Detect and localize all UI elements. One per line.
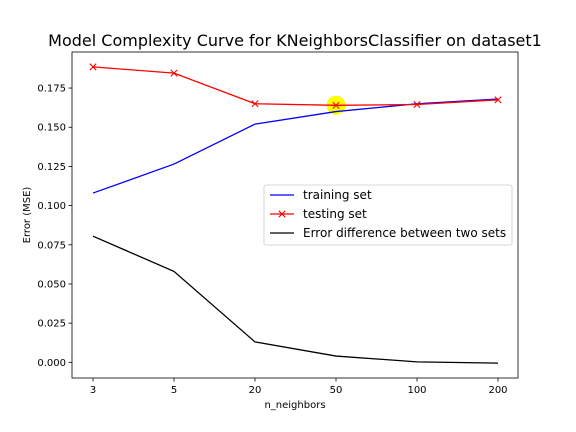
y-tick-label: 0.175 xyxy=(37,84,66,95)
x-axis-ticks: 3 5 20 50 100 200 xyxy=(90,378,508,396)
y-axis-label: Error (MSE) xyxy=(22,187,33,244)
plot-area xyxy=(71,51,519,379)
y-tick-label: 0.075 xyxy=(37,240,66,251)
x-tick-label: 20 xyxy=(249,385,262,396)
y-tick-label: 0.025 xyxy=(37,319,66,330)
y-tick-label: 0.100 xyxy=(37,201,66,212)
x-tick-label: 50 xyxy=(330,385,343,396)
legend-entry-1: training set xyxy=(270,188,372,202)
series-point-2 xyxy=(413,100,421,109)
x-axis-label: n_neighbors xyxy=(264,400,325,411)
x-tick-label: 3 xyxy=(90,385,96,396)
chart-title: Model Complexity Curve for KNeighborsCla… xyxy=(48,31,542,50)
series-point-2 xyxy=(332,101,340,109)
legend-entry-2: testing set xyxy=(270,207,367,221)
x-tick-label: 200 xyxy=(488,385,507,396)
series-line-3 xyxy=(92,235,499,364)
series-line-2 xyxy=(92,66,499,106)
legend-label: Error difference between two sets xyxy=(303,226,506,240)
series-point-2 xyxy=(170,69,178,77)
y-axis-ticks: 0.000 0.025 0.050 0.075 0.100 0.125 0.150 0.175 xyxy=(37,84,72,369)
legend-entry-3: Error difference between two sets xyxy=(270,226,506,240)
y-tick-label: 0.050 xyxy=(37,279,66,290)
legend-label: training set xyxy=(303,188,372,202)
x-tick-label: 100 xyxy=(407,385,426,396)
series-layer xyxy=(89,63,502,364)
series-line-1 xyxy=(92,98,499,194)
series-point-2 xyxy=(251,100,259,108)
x-tick-label: 5 xyxy=(171,385,177,396)
legend-frame xyxy=(263,184,513,246)
y-tick-label: 0.125 xyxy=(37,162,66,173)
y-tick-label: 0.150 xyxy=(37,123,66,134)
series-point-2 xyxy=(89,63,97,71)
legend-label: testing set xyxy=(303,207,367,221)
series-point-2 xyxy=(494,96,502,104)
legend: training set testing set Error difference … xyxy=(263,184,513,246)
y-tick-label: 0.000 xyxy=(37,358,66,369)
